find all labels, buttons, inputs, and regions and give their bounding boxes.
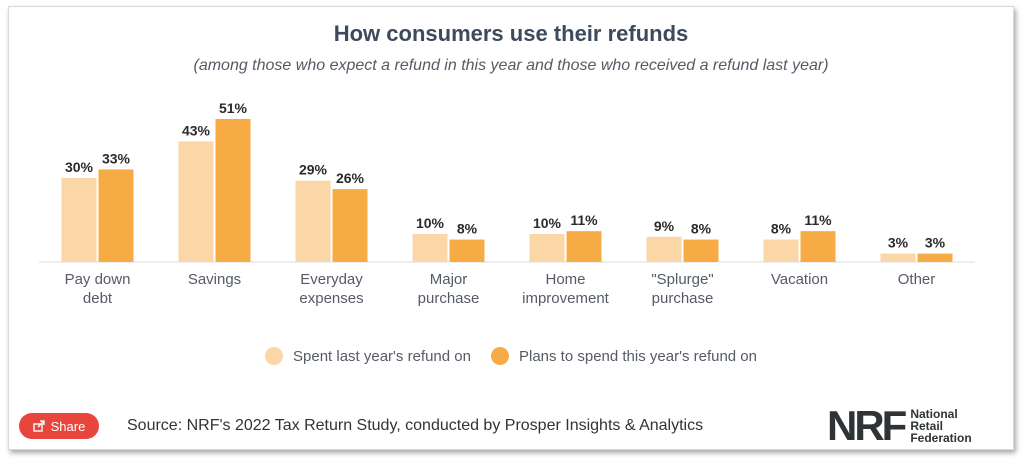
category-label: Major bbox=[430, 271, 468, 288]
data-label: 11% bbox=[570, 212, 598, 228]
share-button[interactable]: Share bbox=[19, 413, 99, 439]
data-label: 3% bbox=[888, 235, 909, 251]
category-label: Pay down bbox=[65, 271, 131, 288]
legend-label-this-year: Plans to spend this year's refund on bbox=[518, 347, 757, 365]
bar-this-year bbox=[800, 231, 836, 262]
data-label: 26% bbox=[336, 170, 365, 186]
share-icon bbox=[32, 420, 45, 432]
bar-last-year bbox=[646, 236, 682, 262]
category-label: purchase bbox=[652, 290, 714, 307]
logo-line-2: Retail bbox=[910, 419, 944, 433]
data-label: 9% bbox=[654, 218, 675, 234]
logo-mark: NRF bbox=[827, 402, 907, 449]
bar-this-year bbox=[98, 169, 134, 262]
category-label: Everyday bbox=[300, 271, 363, 288]
data-label: 43% bbox=[182, 122, 211, 138]
data-label: 8% bbox=[691, 221, 712, 237]
bar-last-year bbox=[61, 177, 97, 262]
share-label: Share bbox=[50, 418, 86, 434]
bar-last-year bbox=[529, 233, 565, 262]
bar-last-year bbox=[763, 239, 799, 262]
bar-this-year bbox=[449, 239, 485, 262]
bar-last-year bbox=[880, 253, 916, 262]
bar-last-year bbox=[412, 233, 448, 262]
bar-chart: 30% 33% Pay down debt 43% 51% Savings 29% 26% Eve… bbox=[39, 100, 975, 307]
legend-item-last-year: Spent last year's refund on bbox=[265, 347, 471, 365]
source-note: Source: NRF's 2022 Tax Return Study, con… bbox=[127, 417, 704, 434]
category-label: Vacation bbox=[771, 271, 828, 288]
data-label: 8% bbox=[771, 221, 792, 237]
logo-line-1: National bbox=[910, 407, 958, 421]
legend-swatch-this-year bbox=[490, 347, 509, 365]
legend: Spent last year's refund on Plans to spe… bbox=[9, 347, 1013, 365]
category-label: improvement bbox=[522, 290, 610, 307]
bar-this-year bbox=[566, 231, 602, 262]
category-label: purchase bbox=[418, 290, 480, 307]
data-label: 33% bbox=[102, 150, 131, 166]
category-label: debt bbox=[83, 290, 113, 307]
category-label: "Splurge" bbox=[651, 271, 713, 288]
data-label: 30% bbox=[65, 159, 94, 175]
bar-last-year bbox=[295, 180, 331, 262]
data-label: 3% bbox=[925, 235, 946, 251]
data-label: 8% bbox=[457, 221, 478, 237]
category-label: Savings bbox=[188, 271, 241, 288]
data-label: 11% bbox=[804, 212, 832, 228]
legend-swatch-last-year bbox=[265, 347, 283, 365]
legend-item-this-year: Plans to spend this year's refund on bbox=[490, 347, 757, 365]
chart-title: How consumers use their refunds bbox=[333, 21, 689, 46]
data-label: 29% bbox=[299, 162, 328, 178]
bar-this-year bbox=[215, 119, 251, 262]
logo-text: National Retail Federation bbox=[910, 408, 971, 444]
data-label: 51% bbox=[219, 100, 248, 116]
category-label: Other bbox=[898, 271, 936, 288]
chart-card: How consumers use their refunds (among t… bbox=[8, 6, 1014, 450]
chart-subtitle: (among those who expect a refund in this… bbox=[193, 57, 829, 74]
bar-this-year bbox=[683, 239, 719, 262]
bar-this-year bbox=[917, 253, 953, 262]
data-label: 10% bbox=[416, 215, 445, 231]
bar-last-year bbox=[178, 141, 214, 262]
legend-label-last-year: Spent last year's refund on bbox=[293, 347, 471, 365]
nrf-logo: NRF National Retail Federation bbox=[827, 405, 972, 447]
bar-this-year bbox=[332, 189, 368, 262]
logo-line-3: Federation bbox=[910, 431, 972, 445]
category-label: expenses bbox=[299, 290, 363, 307]
data-label: 10% bbox=[533, 215, 562, 231]
category-label: Home bbox=[545, 271, 585, 288]
